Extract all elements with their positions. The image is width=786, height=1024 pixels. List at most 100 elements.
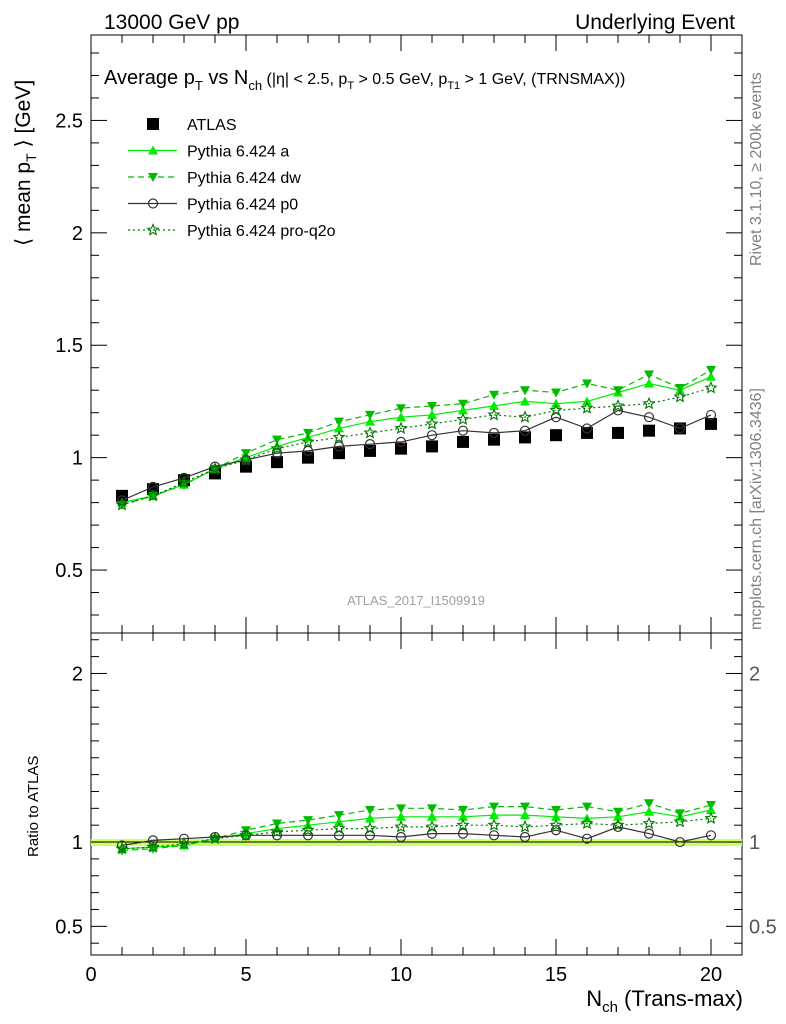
ratio-panel: 0 5 10 15 20 0.5 0.5 1 1 2 2 Ratio to ATLAS <box>25 632 777 986</box>
data-point-pythia_proq2o <box>704 811 718 825</box>
data-point-pythia_proq2o <box>487 407 501 421</box>
data-point-pythia_p0 <box>612 821 624 832</box>
data-point-pythia_p0 <box>302 830 314 841</box>
data-point-pythia_a <box>489 810 499 820</box>
data-point-pythia_proq2o <box>301 434 315 448</box>
data-point-pythia_p0 <box>457 828 469 839</box>
data-point-pythia_p0 <box>519 425 531 436</box>
data-point-pythia_proq2o <box>394 819 408 833</box>
data-point-pythia_proq2o <box>518 410 532 423</box>
x-tick-label: 20 <box>700 964 722 986</box>
y-tick-label-right: 1 <box>749 832 760 854</box>
data-point-pythia_p0 <box>674 836 686 848</box>
data-point-pythia_a <box>458 811 468 821</box>
data-point-pythia_a <box>582 396 592 406</box>
ratio-axis-ticks: 0 5 10 15 20 0.5 0.5 1 1 2 2 <box>55 633 777 986</box>
analysis-id: ATLAS_2017_I1509919 <box>347 593 485 608</box>
data-point-pythia_a <box>489 400 499 410</box>
y-tick-label: 1 <box>72 448 83 470</box>
data-point-pythia_p0 <box>488 830 500 841</box>
data-point-pythia_dw <box>272 435 282 445</box>
ratio-frame <box>90 632 743 956</box>
data-point-pythia_proq2o <box>177 475 191 488</box>
data-point-atlas <box>643 424 655 437</box>
data-point-atlas <box>550 429 562 442</box>
process-label: Underlying Event <box>575 11 735 34</box>
data-point-pythia_dw <box>582 379 592 389</box>
data-point-pythia_proq2o <box>332 821 346 835</box>
data-point-pythia_dw <box>613 386 623 396</box>
series-line-pythia_a <box>121 809 712 850</box>
data-point-pythia_p0 <box>178 833 190 844</box>
data-point-pythia_a <box>644 806 654 816</box>
data-point-pythia_proq2o <box>673 390 687 403</box>
data-point-pythia_p0 <box>581 423 593 434</box>
data-point-pythia_p0 <box>705 830 717 841</box>
data-point-pythia_proq2o <box>363 821 377 835</box>
legend-marker-pythia_dw <box>148 173 158 182</box>
data-point-pythia_a <box>644 378 654 388</box>
data-point-pythia_proq2o <box>270 441 284 455</box>
data-point-pythia_dw <box>427 804 437 814</box>
data-point-pythia_dw <box>458 399 468 409</box>
data-point-pythia_a <box>551 811 561 821</box>
data-point-pythia_proq2o <box>239 452 253 466</box>
data-point-pythia_dw <box>489 390 499 400</box>
data-point-pythia_dw <box>675 383 685 393</box>
data-point-pythia_p0 <box>333 441 345 452</box>
data-point-pythia_a <box>706 371 716 381</box>
main-axis-ticks: 0.5 1 1.5 2 2.5 <box>55 35 743 633</box>
y-tick-label: 2 <box>72 223 83 245</box>
data-point-atlas <box>612 426 624 439</box>
data-point-pythia_p0 <box>519 831 531 843</box>
data-point-pythia_proq2o <box>518 819 532 833</box>
data-point-pythia_a <box>396 412 406 422</box>
series-line-pythia_proq2o <box>121 387 712 506</box>
data-point-pythia_p0 <box>147 835 159 846</box>
data-point-pythia_dw <box>396 804 406 814</box>
data-point-pythia_dw <box>365 410 375 420</box>
data-point-pythia_proq2o <box>642 396 656 410</box>
data-point-pythia_a <box>458 405 468 415</box>
data-point-pythia_dw <box>613 807 623 817</box>
data-point-pythia_p0 <box>581 833 593 844</box>
data-point-pythia_p0 <box>612 405 624 416</box>
mcplots-label: mcplots.cern.ch [arXiv:1306.3436] <box>748 388 765 630</box>
energy-label: 13000 GeV pp <box>104 11 239 34</box>
data-point-pythia_proq2o <box>301 823 315 836</box>
data-point-pythia_proq2o <box>487 818 501 831</box>
data-point-pythia_proq2o <box>146 840 160 853</box>
data-point-pythia_proq2o <box>208 831 222 845</box>
y-tick-label-right: 0.5 <box>749 916 777 938</box>
data-point-pythia_p0 <box>705 409 717 421</box>
legend: ATLAS Pythia 6.424 a Pythia 6.424 dw Pythia… <box>128 117 336 240</box>
main-panel: 0.5 1 1.5 2 2.5 Average pT vs Nch (|η| < 2.5… <box>12 34 743 634</box>
data-point-pythia_proq2o <box>611 399 625 412</box>
x-tick-label: 0 <box>85 964 96 986</box>
data-point-pythia_proq2o <box>611 818 625 831</box>
y-tick-label-right: 2 <box>749 663 760 685</box>
x-tick-label: 10 <box>390 964 412 986</box>
data-point-pythia_dw <box>706 365 716 375</box>
data-point-pythia_proq2o <box>146 488 160 502</box>
data-point-pythia_p0 <box>302 445 314 457</box>
y-tick-label: 1 <box>72 832 83 854</box>
data-point-pythia_dw <box>551 388 561 398</box>
data-point-pythia_dw <box>706 800 716 810</box>
data-point-pythia_p0 <box>643 828 655 839</box>
data-point-pythia_dw <box>334 811 344 821</box>
data-point-pythia_p0 <box>674 423 686 434</box>
ratio-series-layer <box>115 799 718 856</box>
data-point-pythia_p0 <box>643 412 655 423</box>
data-point-pythia_dw <box>303 428 313 438</box>
data-point-pythia_proq2o <box>704 381 718 394</box>
legend-label-pythia_proq2o: Pythia 6.424 pro-q2o <box>187 223 336 240</box>
data-point-pythia_proq2o <box>394 421 408 435</box>
data-point-pythia_proq2o <box>425 819 439 833</box>
data-point-pythia_dw <box>272 819 282 829</box>
data-point-pythia_a <box>520 396 530 406</box>
data-point-pythia_a <box>365 813 375 823</box>
data-point-pythia_proq2o <box>363 425 377 439</box>
data-point-pythia_proq2o <box>177 836 191 850</box>
